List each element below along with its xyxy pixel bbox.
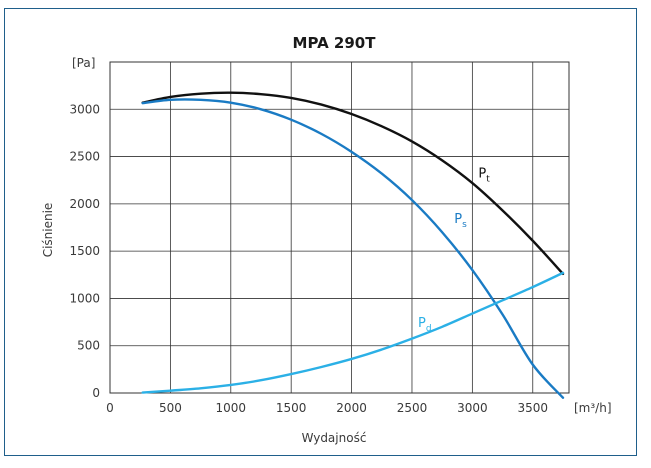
x-tick-label: 3000: [457, 401, 488, 415]
y-tick-label: 0: [92, 386, 100, 400]
plot-border: [109, 61, 570, 394]
y-tick-labels: 0 500 1000 1500 2000 2500 3000: [69, 102, 100, 400]
y-tick-label: 2000: [69, 197, 100, 211]
y-tick-label: 2500: [69, 150, 100, 164]
x-tick-label: 2000: [336, 401, 367, 415]
curves: [141, 91, 565, 399]
curve-label-pt: Pt: [478, 166, 490, 184]
y-tick-label: 3000: [69, 102, 100, 116]
curve-pd: [141, 271, 565, 394]
curve-label-ps: Ps: [454, 212, 467, 230]
y-unit-label: [Pa]: [72, 56, 95, 70]
grid: [109, 61, 570, 394]
y-tick-label: 1000: [69, 291, 100, 305]
y-axis-label: Ciśnienie: [41, 203, 55, 258]
y-tick-label: 500: [77, 339, 100, 353]
x-tick-label: 0: [106, 401, 114, 415]
x-tick-label: 1500: [276, 401, 307, 415]
curve-pt: [141, 91, 565, 276]
x-tick-label: 2500: [397, 401, 428, 415]
y-tick-label: 1500: [69, 244, 100, 258]
x-unit-label: [m³/h]: [574, 401, 612, 415]
x-axis-label: Wydajność: [302, 431, 367, 445]
x-tick-label: 3500: [517, 401, 548, 415]
curve-label-pd: Pd: [418, 316, 432, 334]
curve-labels: Pt Ps Pd: [418, 166, 490, 333]
x-tick-label: 500: [159, 401, 182, 415]
chart-title: MPA 290T: [293, 34, 377, 52]
curve-ps: [141, 98, 565, 399]
x-tick-labels: 0 500 1000 1500 2000 2500 3000 3500: [106, 401, 548, 415]
x-tick-label: 1000: [216, 401, 247, 415]
